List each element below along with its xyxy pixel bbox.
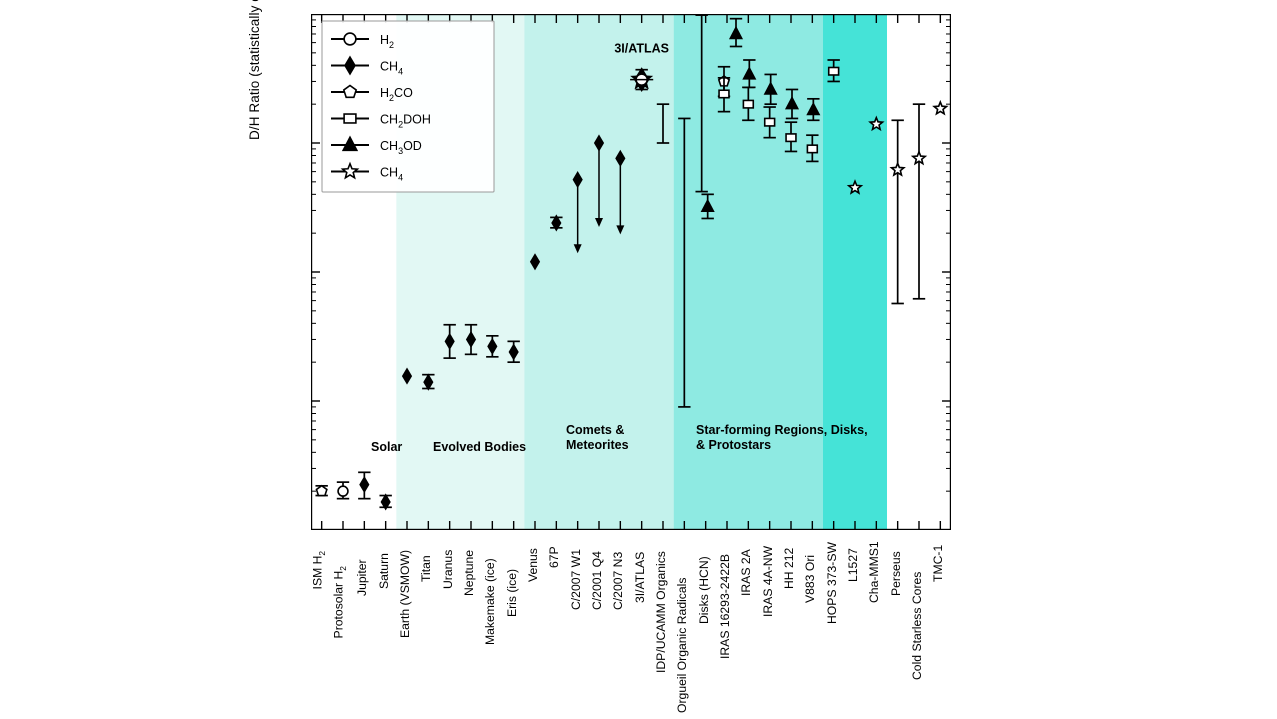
legend-label: H2CO <box>380 86 413 103</box>
data-point <box>630 67 654 92</box>
x-tick-label: C/2007 W1 <box>568 549 583 610</box>
x-tick-label: IDP/UCAMM Organics <box>654 551 668 673</box>
y-axis-label: D/H Ratio (statistically corrected) <box>247 0 262 140</box>
x-tick-label: 3I/ATLAS <box>632 551 647 603</box>
data-point <box>379 493 392 511</box>
legend-box <box>321 20 495 193</box>
data-point <box>315 484 328 497</box>
data-point <box>806 97 821 122</box>
data-point <box>401 367 413 385</box>
x-tick-label: C/2001 Q4 <box>590 551 604 610</box>
x-tick-label: HOPS 373-SW <box>824 542 839 624</box>
legend-item-ch3od[interactable]: CH3OD <box>331 135 422 156</box>
x-tick-label: V883 Ori <box>803 554 818 603</box>
x-tick-label: L1527 <box>846 548 860 582</box>
plot-area: Solar Evolved Bodies Comets & Meteorites Sta… <box>311 14 951 530</box>
data-point <box>656 103 670 144</box>
data-point <box>763 73 778 106</box>
legend-item-ch4[interactable]: CH4 <box>331 55 403 77</box>
data-point <box>572 171 583 254</box>
legend-item-ch2doh[interactable]: CH2DOH <box>331 113 431 130</box>
data-point <box>717 76 731 113</box>
x-tick-label: Earth (VSMOW) <box>398 549 412 638</box>
x-tick-label: Orgueil Organic Radicals <box>675 577 690 713</box>
x-tick-label: Cha-MMS1 <box>867 541 882 603</box>
x-tick-label: Venus <box>526 548 540 582</box>
data-point <box>763 106 776 139</box>
data-point <box>336 481 350 500</box>
data-point <box>827 59 840 83</box>
annotation-3i-atlas: 3I/ATLAS <box>614 42 669 56</box>
x-tick-label: Saturn <box>376 553 391 589</box>
x-tick-label: Neptune <box>462 549 476 596</box>
x-tick-label: Eris (ice) <box>504 568 519 617</box>
x-tick-label: Uranus <box>440 549 455 589</box>
data-point <box>846 179 864 195</box>
region-band-far-right <box>823 14 887 530</box>
legend-label: CH3OD <box>380 139 422 156</box>
x-tick-label: Perseus <box>888 551 903 596</box>
region-label-1: Evolved Bodies <box>433 440 526 454</box>
legend-label: CH4 <box>380 166 403 183</box>
x-tick-label: Jupiter <box>355 559 370 596</box>
data-point <box>806 134 819 163</box>
data-point <box>784 121 798 153</box>
x-tick-label: Protosolar H2 <box>331 565 348 638</box>
dh-ratio-scatter-plot: Solar Evolved Bodies Comets & Meteorites Sta… <box>311 14 951 530</box>
x-tick-label: TMC-1 <box>931 544 946 582</box>
data-point <box>507 340 520 364</box>
x-tick-label: C/2007 N3 <box>611 551 626 610</box>
x-tick-label: ISM H2 <box>310 550 327 589</box>
data-point <box>889 119 906 305</box>
data-point <box>742 59 757 89</box>
data-point <box>932 99 949 116</box>
x-tick-label: 67P <box>547 546 562 568</box>
data-point <box>486 334 499 358</box>
data-point <box>358 471 371 500</box>
data-point <box>615 149 626 235</box>
x-tick-label: HH 212 <box>782 547 796 589</box>
data-point <box>443 323 456 359</box>
x-tick-label: Titan <box>419 555 434 582</box>
x-tick-label: IRAS 16293-2422B <box>718 553 732 659</box>
data-point <box>728 17 744 48</box>
region-label-3: Star-forming Regions, Disks, & Protostars <box>696 423 868 452</box>
data-point <box>700 193 715 220</box>
data-point <box>422 373 435 391</box>
legend-item-ch4-star[interactable]: CH4 <box>331 161 403 183</box>
legend-item-h2[interactable]: H2 <box>331 32 394 50</box>
data-point <box>529 253 541 271</box>
legend-item-h2co[interactable]: H2CO <box>331 84 413 103</box>
data-point <box>784 88 800 120</box>
x-axis-labels: ISM H2 Protosolar H2 Jupiter Saturn Earth (V… <box>310 534 951 719</box>
data-point <box>464 323 478 356</box>
data-point <box>550 214 563 232</box>
x-tick-label: Makemake (ice) <box>483 558 498 645</box>
x-tick-label: Cold Starless Cores <box>910 571 924 680</box>
legend-label: CH4 <box>380 60 403 77</box>
x-tick-label: IRAS 4A-NW <box>760 545 775 617</box>
region-label-0: Solar <box>371 440 402 454</box>
data-point <box>678 117 691 408</box>
data-point <box>868 115 885 132</box>
region-band-comets <box>524 14 674 530</box>
data-point <box>910 103 928 300</box>
x-tick-label: Disks (HCN) <box>696 556 711 624</box>
data-point <box>695 14 708 193</box>
data-point <box>593 134 605 227</box>
x-tick-label: IRAS 2A <box>739 549 754 596</box>
region-label-2: Comets & Meteorites <box>566 423 629 452</box>
legend-label: CH2DOH <box>380 113 431 130</box>
